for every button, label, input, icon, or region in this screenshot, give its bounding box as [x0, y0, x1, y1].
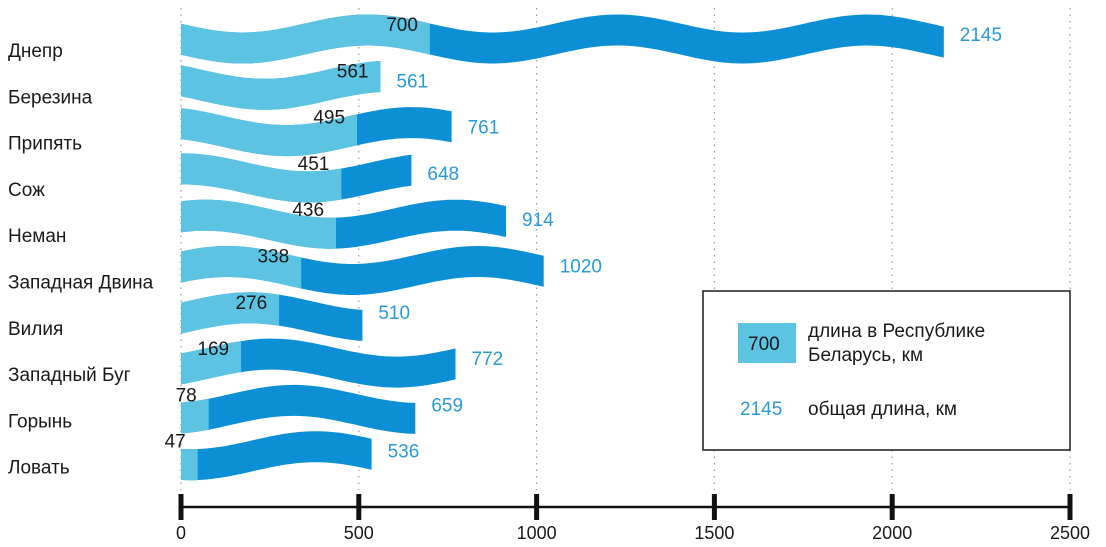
x-tick-label-2500: 2500 [1050, 523, 1090, 543]
value-belarus-8: 78 [176, 385, 197, 406]
bar-total-7 [181, 338, 456, 388]
value-total-4: 914 [522, 210, 554, 231]
legend-label-belarus-2: Беларусь, км [808, 345, 923, 366]
x-tick-2000 [889, 494, 895, 520]
value-total-5: 1020 [560, 257, 602, 278]
river-label-7: Западный Буг [8, 365, 131, 386]
x-tick-label-0: 0 [176, 523, 186, 543]
river-label-0: Днепр [8, 41, 63, 62]
x-tick-1000 [534, 494, 540, 520]
river-label-5: Западная Двина [8, 273, 154, 294]
value-total-6: 510 [378, 303, 410, 324]
legend-sample-total: 2145 [740, 399, 782, 420]
bar-belarus-5 [181, 246, 302, 289]
river-label-1: Березина [8, 87, 93, 108]
x-tick-label-500: 500 [344, 523, 374, 543]
river-label-3: Сож [8, 180, 45, 201]
x-tick-1500 [711, 494, 717, 520]
gridlines [180, 8, 1071, 490]
value-belarus-7: 169 [197, 339, 229, 360]
value-total-1: 561 [396, 71, 428, 92]
river-label-9: Ловать [8, 458, 70, 479]
value-belarus-3: 451 [298, 154, 330, 175]
bar-belarus-8 [181, 398, 209, 434]
x-tick-label-1000: 1000 [517, 523, 557, 543]
legend-swatch-belarus [738, 323, 796, 363]
bar-belarus-6 [181, 292, 280, 334]
bar-belarus-9 [181, 448, 198, 481]
bar-total-9 [181, 431, 372, 481]
labels: Днепр 700 2145 Березина 561 561 Припять 495 761 С… [8, 15, 1002, 479]
legend-label-belarus-1: длина в Республике [808, 321, 985, 342]
bar-total-8 [181, 384, 416, 434]
value-total-9: 536 [388, 442, 420, 463]
river-label-4: Неман [8, 226, 66, 247]
bar-belarus-1 [181, 61, 381, 110]
value-belarus-1: 561 [337, 61, 369, 82]
value-total-7: 772 [472, 349, 504, 370]
river-label-8: Горынь [8, 411, 72, 432]
value-total-2: 761 [468, 118, 500, 139]
legend-label-total: общая длина, км [808, 399, 957, 420]
bar-belarus-4 [181, 199, 336, 249]
x-tick-label-1500: 1500 [694, 523, 734, 543]
bar-belarus-3 [181, 153, 342, 203]
value-total-3: 648 [427, 164, 459, 185]
value-total-8: 659 [431, 395, 463, 416]
value-belarus-0: 700 [386, 15, 418, 36]
bar-belarus-0 [181, 14, 430, 64]
value-belarus-2: 495 [313, 108, 345, 129]
legend-sample-inner: 700 [748, 334, 780, 355]
x-tick-label-2000: 2000 [872, 523, 912, 543]
value-belarus-5: 338 [257, 247, 289, 268]
bar-belarus-2 [181, 108, 357, 157]
bars [181, 14, 944, 481]
river-label-2: Припять [8, 134, 82, 155]
value-total-0: 2145 [960, 25, 1002, 46]
x-tick-0 [178, 494, 184, 520]
river-label-6: Вилия [8, 319, 63, 340]
x-axis: 0 500 1000 1500 2000 2500 [176, 494, 1090, 543]
x-tick-500 [356, 494, 362, 520]
legend: 700 длина в Республике Беларусь, км 2145… [702, 290, 1071, 451]
value-belarus-4: 436 [292, 200, 324, 221]
value-belarus-9: 47 [165, 432, 186, 453]
x-tick-2500 [1067, 494, 1073, 520]
legend-frame [702, 290, 1071, 451]
value-belarus-6: 276 [235, 293, 267, 314]
bar-belarus-7 [181, 341, 242, 385]
